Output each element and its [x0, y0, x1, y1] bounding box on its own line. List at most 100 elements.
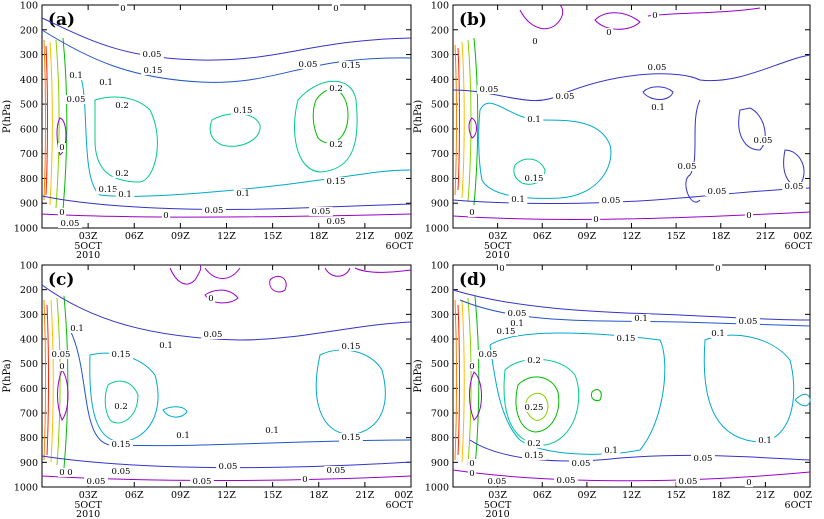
contour-label-bg	[339, 61, 363, 70]
x-date-label: 5OCT	[484, 500, 512, 511]
contour-label-bg	[601, 446, 621, 455]
y-tick-label: 600	[20, 124, 38, 135]
contour-label: 0.1	[176, 431, 190, 441]
contour-label: 0.15	[327, 177, 346, 187]
contour-label: 0.15	[234, 106, 253, 116]
contour-label: 0	[532, 37, 537, 47]
contour-label-bg	[497, 264, 507, 273]
x-tick-label: 03Z	[79, 490, 98, 501]
contour-label-bg	[736, 317, 760, 326]
x-tick-label: 03Z	[488, 231, 507, 242]
contour-label-bg	[67, 324, 87, 333]
contour-label: 0.05	[679, 477, 698, 487]
contour-label: 0	[59, 143, 64, 153]
contour-label: 0.05	[602, 196, 621, 206]
contour-label: 0.25	[525, 403, 544, 413]
y-tick-label: 300	[431, 50, 449, 61]
contour-label: 0.05	[479, 350, 498, 360]
plot-frame	[41, 264, 412, 488]
contour-line-teal	[315, 349, 386, 436]
contour-line-green	[474, 295, 480, 469]
contour-label: 0.05	[112, 467, 131, 477]
x-date-label: 2010	[76, 250, 100, 261]
x-tick-label: 12Z	[217, 490, 236, 501]
y-tick-label: 300	[20, 50, 38, 61]
contour-line-blue	[41, 284, 412, 341]
y-ticks: 100 200 300 400 500 600 700 800 900 1000	[425, 1, 810, 235]
contour-label-bg	[202, 206, 226, 215]
contour-labels: 0 00.050.050.1 0.150.10.150.050.050.2 0.150…	[57, 4, 363, 229]
x-date-label: 6OCT	[386, 241, 414, 252]
plot-frame	[41, 4, 412, 229]
contour-line-violet	[469, 371, 482, 421]
contour-label-bg	[231, 106, 255, 115]
contour-label-bg	[118, 4, 128, 13]
contour-label: 0.1	[70, 324, 84, 334]
contour-lines	[41, 17, 412, 218]
contour-label-bg	[530, 37, 540, 46]
contour-label: 0.2	[114, 402, 128, 412]
contour-line-purple	[354, 267, 412, 273]
contour-label-bg	[691, 454, 715, 463]
contour-label: 0.05	[219, 462, 238, 472]
contour-label-bg	[522, 403, 546, 412]
contour-label-bg	[65, 468, 75, 477]
contour-label: 0	[208, 294, 213, 304]
contour-label-bg	[84, 477, 108, 486]
contour-label-bg	[156, 341, 176, 350]
contour-label: 0	[715, 264, 720, 274]
contour-label: 0.15	[497, 327, 516, 337]
y-axis-title: P(hPa)	[413, 100, 424, 133]
x-tick-label: 15Z	[667, 231, 686, 242]
contour-label-bg	[58, 219, 82, 228]
contour-lines	[41, 264, 412, 481]
contour-line-seagreen	[104, 380, 139, 424]
y-tick-label: 1000	[14, 224, 38, 235]
contour-line-seagreen	[293, 80, 358, 173]
contour-label: 0.1	[265, 426, 279, 436]
x-tick-label: 09Z	[578, 490, 597, 501]
contour-label: 0.05	[785, 182, 804, 192]
contour-label: 0.1	[651, 103, 665, 113]
contour-line-red	[457, 304, 460, 456]
contour-label-bg	[467, 362, 477, 371]
contour-label: 0.1	[159, 341, 173, 351]
x-tick-label: 21Z	[356, 231, 375, 242]
contour-label-bg	[522, 451, 546, 460]
contour-label: 0.2	[329, 84, 343, 94]
contour-label-bg	[524, 356, 544, 365]
x-tick-label: 18Z	[711, 231, 730, 242]
contour-label: 0.05	[556, 92, 575, 102]
y-tick-label: 200	[20, 25, 38, 36]
contour-label-bg	[161, 211, 171, 220]
contour-label-bg	[326, 84, 346, 93]
contour-label: 0.05	[694, 454, 713, 464]
y-tick-label: 100	[20, 1, 38, 12]
contour-label: 0.1	[236, 189, 250, 199]
contour-label-bg	[675, 162, 699, 171]
contour-label: 0	[593, 215, 598, 225]
contour-line-purple	[169, 264, 202, 285]
contour-label-bg	[140, 50, 164, 59]
contour-line-blue	[452, 289, 811, 321]
y-tick-label: 700	[20, 409, 38, 420]
y-tick-label: 500	[20, 100, 38, 111]
contour-line-darkblue	[41, 29, 412, 83]
contour-line-green	[591, 389, 602, 401]
contour-label: 0.05	[557, 476, 576, 486]
y-ticks: 100 200 300 400 500 600 700 800 900 1000	[14, 1, 411, 235]
contour-line-violet	[468, 117, 477, 139]
contour-label: 0	[499, 264, 504, 274]
contour-line-lightgreen	[56, 297, 61, 466]
y-tick-label: 800	[20, 433, 38, 444]
contour-label: 0.2	[527, 439, 541, 449]
x-tick-label: 09Z	[578, 231, 597, 242]
x-date-label: 6OCT	[386, 500, 414, 511]
contour-line-red	[457, 47, 460, 191]
contour-label-bg	[57, 468, 67, 477]
x-tick-label: 03Z	[79, 231, 98, 242]
y-tick-label: 700	[431, 409, 449, 420]
contour-label-bg	[112, 101, 132, 110]
contour-label-bg	[599, 196, 623, 205]
